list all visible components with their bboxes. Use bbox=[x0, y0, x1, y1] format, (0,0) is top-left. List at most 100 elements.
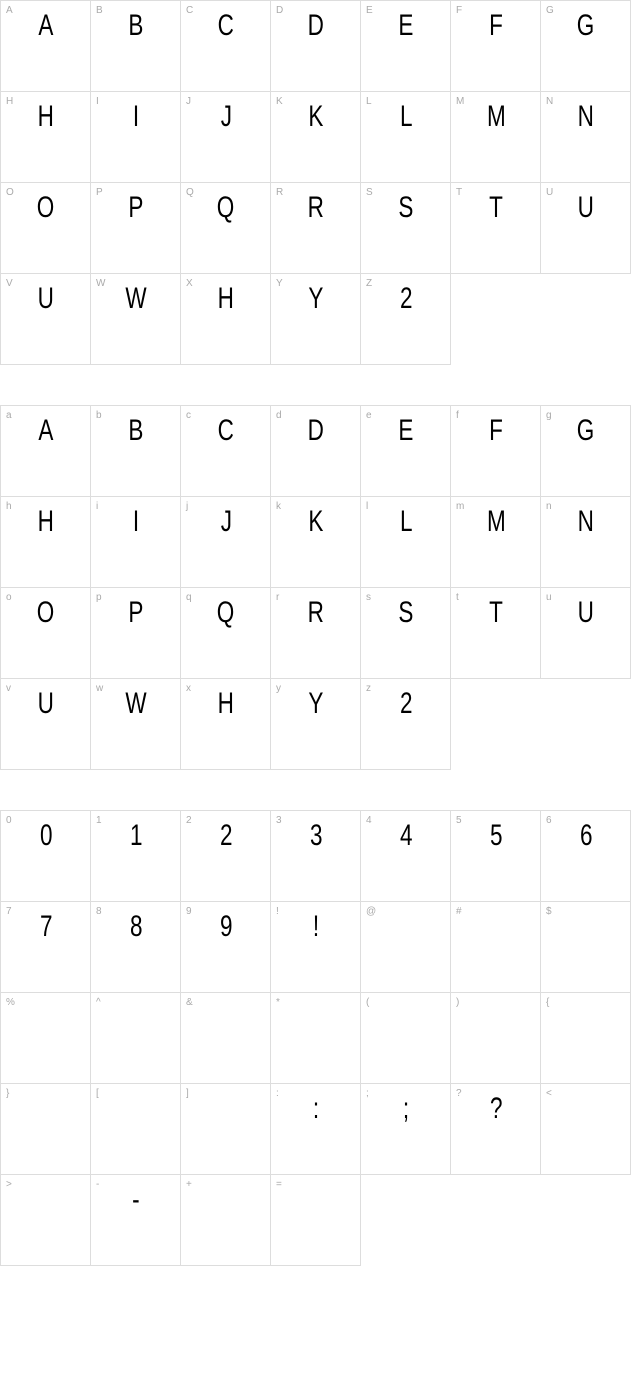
cell-glyph: ; bbox=[361, 1092, 450, 1128]
cell-glyph: Q bbox=[181, 596, 270, 632]
section-uppercase: AABBCCDDEEFFGGHHIIJJKKLLMMNNOOPPQQRRSSTT… bbox=[0, 0, 631, 365]
glyph-cell: QQ bbox=[181, 183, 271, 274]
cell-glyph: O bbox=[1, 191, 90, 227]
cell-glyph: A bbox=[1, 414, 90, 450]
cell-glyph: 6 bbox=[541, 819, 630, 855]
cell-glyph: M bbox=[451, 505, 540, 541]
cell-glyph: M bbox=[451, 100, 540, 136]
glyph-cell: AA bbox=[1, 1, 91, 92]
cell-glyph: L bbox=[361, 505, 450, 541]
glyph-cell: xH bbox=[181, 679, 271, 770]
cell-glyph: N bbox=[541, 505, 630, 541]
glyph-cell: ?? bbox=[451, 1084, 541, 1175]
cell-glyph bbox=[91, 1001, 180, 1035]
glyph-cell: $ bbox=[541, 902, 631, 993]
glyph-cell: } bbox=[1, 1084, 91, 1175]
glyph-cell: iI bbox=[91, 497, 181, 588]
glyph-cell: oO bbox=[1, 588, 91, 679]
cell-glyph: T bbox=[451, 596, 540, 632]
glyph-cell: NN bbox=[541, 92, 631, 183]
cell-glyph: U bbox=[541, 596, 630, 632]
glyph-cell: JJ bbox=[181, 92, 271, 183]
cell-glyph: W bbox=[91, 687, 180, 723]
glyph-cell: < bbox=[541, 1084, 631, 1175]
cell-glyph: 5 bbox=[451, 819, 540, 855]
cell-glyph: R bbox=[271, 596, 360, 632]
cell-glyph: 0 bbox=[1, 819, 90, 855]
glyph-cell: YY bbox=[271, 274, 361, 365]
cell-glyph: U bbox=[1, 687, 90, 723]
glyph-cell: rR bbox=[271, 588, 361, 679]
cell-glyph bbox=[541, 910, 630, 944]
cell-glyph: 7 bbox=[1, 910, 90, 946]
cell-glyph bbox=[181, 1001, 270, 1035]
cell-glyph: K bbox=[271, 100, 360, 136]
cell-glyph: 2 bbox=[361, 687, 450, 723]
glyph-cell: 88 bbox=[91, 902, 181, 993]
cell-glyph bbox=[91, 1092, 180, 1126]
cell-glyph: 2 bbox=[361, 282, 450, 318]
section-numbers-symbols: 00112233445566778899!!@#$%^&*(){}[]::;;?… bbox=[0, 810, 631, 1266]
glyph-cell: ( bbox=[361, 993, 451, 1084]
glyph-cell: sS bbox=[361, 588, 451, 679]
glyph-cell: PP bbox=[91, 183, 181, 274]
glyph-cell: 55 bbox=[451, 811, 541, 902]
cell-glyph: S bbox=[361, 596, 450, 632]
glyph-cell: tT bbox=[451, 588, 541, 679]
glyph-cell: pP bbox=[91, 588, 181, 679]
glyph-cell: nN bbox=[541, 497, 631, 588]
glyph-cell: aA bbox=[1, 406, 91, 497]
cell-glyph: H bbox=[1, 505, 90, 541]
cell-glyph bbox=[451, 1001, 540, 1035]
cell-glyph: L bbox=[361, 100, 450, 136]
glyph-cell: VU bbox=[1, 274, 91, 365]
glyph-cell: [ bbox=[91, 1084, 181, 1175]
cell-glyph: E bbox=[361, 414, 450, 450]
cell-glyph: R bbox=[271, 191, 360, 227]
glyph-cell: uU bbox=[541, 588, 631, 679]
glyph-cell: EE bbox=[361, 1, 451, 92]
glyph-cell: KK bbox=[271, 92, 361, 183]
glyph-cell: FF bbox=[451, 1, 541, 92]
cell-glyph: W bbox=[91, 282, 180, 318]
cell-glyph: F bbox=[451, 9, 540, 45]
glyph-cell: hH bbox=[1, 497, 91, 588]
glyph-cell: jJ bbox=[181, 497, 271, 588]
section-lowercase: aAbBcCdDeEfFgGhHiIjJkKlLmMnNoOpPqQrRsStT… bbox=[0, 405, 631, 770]
cell-glyph: K bbox=[271, 505, 360, 541]
cell-glyph: H bbox=[181, 687, 270, 723]
glyph-cell: MM bbox=[451, 92, 541, 183]
cell-glyph bbox=[361, 910, 450, 944]
cell-glyph: 9 bbox=[181, 910, 270, 946]
cell-glyph: H bbox=[181, 282, 270, 318]
glyph-cell: cC bbox=[181, 406, 271, 497]
glyph-cell: # bbox=[451, 902, 541, 993]
glyph-cell: eE bbox=[361, 406, 451, 497]
cell-glyph: J bbox=[181, 100, 270, 136]
cell-glyph bbox=[181, 1183, 270, 1217]
glyph-cell: vU bbox=[1, 679, 91, 770]
cell-glyph: : bbox=[271, 1092, 360, 1128]
cell-glyph: O bbox=[1, 596, 90, 632]
glyph-cell: 22 bbox=[181, 811, 271, 902]
character-map-container: AABBCCDDEEFFGGHHIIJJKKLLMMNNOOPPQQRRSSTT… bbox=[0, 0, 640, 1266]
cell-glyph: U bbox=[1, 282, 90, 318]
glyph-cell: Z2 bbox=[361, 274, 451, 365]
glyph-cell: wW bbox=[91, 679, 181, 770]
cell-glyph: 4 bbox=[361, 819, 450, 855]
glyph-cell: XH bbox=[181, 274, 271, 365]
cell-glyph bbox=[1, 1092, 90, 1126]
cell-glyph: ? bbox=[451, 1092, 540, 1128]
cell-glyph: T bbox=[451, 191, 540, 227]
cell-glyph: B bbox=[91, 414, 180, 450]
cell-glyph: G bbox=[541, 414, 630, 450]
cell-glyph: - bbox=[91, 1183, 180, 1219]
glyph-cell: RR bbox=[271, 183, 361, 274]
glyph-cell: lL bbox=[361, 497, 451, 588]
cell-glyph: ! bbox=[271, 910, 360, 946]
cell-glyph: C bbox=[181, 9, 270, 45]
cell-glyph: G bbox=[541, 9, 630, 45]
cell-glyph: Y bbox=[271, 282, 360, 318]
glyph-cell: WW bbox=[91, 274, 181, 365]
glyph-cell: z2 bbox=[361, 679, 451, 770]
